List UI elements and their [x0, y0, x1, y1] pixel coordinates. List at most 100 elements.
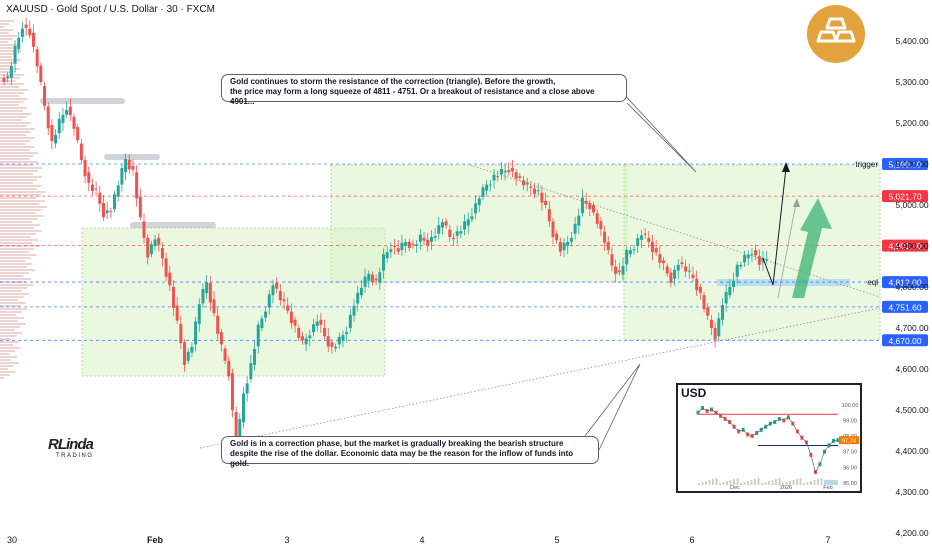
candle-body	[540, 192, 544, 203]
level-annotation: trigger	[855, 160, 878, 169]
candle-body	[28, 28, 32, 36]
y-tick-label: 4,200.00	[895, 528, 928, 538]
candle-body	[415, 244, 419, 246]
candle-body	[665, 266, 669, 274]
candle-body	[407, 241, 411, 249]
candle-body	[116, 185, 120, 197]
candle-body	[555, 233, 559, 241]
candle-body	[330, 342, 334, 347]
usd-volume-bar	[722, 482, 725, 485]
candle-body	[503, 170, 507, 173]
candle-body	[750, 254, 754, 256]
volume-profile-bar	[0, 290, 22, 292]
candle-body	[639, 235, 643, 240]
candle-body	[282, 299, 286, 302]
usd-volume-bar	[817, 479, 819, 485]
candle-body	[367, 273, 371, 281]
candle-body	[385, 252, 389, 259]
candle-body	[455, 231, 459, 236]
callout-top-pointer	[619, 89, 697, 173]
callout-bottom-line2: despite the rise of the dollar. Economic…	[230, 449, 574, 468]
usd-volume-bar	[754, 479, 756, 485]
volume-profile-bar	[0, 320, 19, 322]
candle-body	[488, 184, 492, 186]
usd-x-tick-label: Dec	[730, 485, 740, 491]
volume-profile-bar	[0, 47, 13, 49]
x-tick-label: 30	[7, 535, 17, 545]
candle-body	[194, 321, 198, 345]
candle-body	[98, 192, 102, 204]
candle-body	[289, 311, 293, 324]
volume-profile-bar	[0, 302, 26, 304]
candle-body	[474, 203, 478, 214]
usd-volume-bar	[733, 479, 735, 485]
volume-profile-bar	[0, 125, 27, 127]
candle-body	[275, 282, 279, 289]
volume-profile-bar	[0, 116, 27, 118]
price-level-label: 4,670.00	[888, 336, 921, 346]
candle-body	[171, 287, 175, 308]
y-tick-label: 4,800.00	[895, 282, 928, 292]
candle-body	[558, 241, 562, 252]
volume-profile-bar	[0, 362, 19, 364]
candle-body	[168, 272, 172, 286]
candle-body	[90, 184, 94, 192]
candle-body	[573, 223, 577, 234]
candle-body	[452, 237, 456, 240]
candle-body	[249, 363, 253, 380]
candle-body	[370, 274, 374, 283]
volume-profile-bar	[0, 332, 23, 334]
volume-profile-bar	[0, 356, 17, 358]
candle-body	[720, 305, 724, 320]
volume-profile-bar	[0, 359, 12, 361]
candle-body	[256, 324, 260, 347]
candle-body	[101, 202, 105, 218]
volume-profile-bar	[0, 98, 28, 100]
volume-profile-bar	[0, 86, 20, 88]
volume-profile-bar	[0, 329, 15, 331]
candle-body	[356, 292, 360, 304]
y-tick-label: 5,400.00	[895, 36, 928, 46]
y-tick-label: 4,400.00	[895, 446, 928, 456]
usd-x-tick-label: Feb	[823, 485, 832, 491]
volume-profile-bar	[0, 56, 13, 58]
volume-profile-bar	[0, 149, 30, 151]
candle-body	[345, 332, 349, 335]
candle-body	[732, 280, 736, 287]
volume-profile-bar	[0, 203, 40, 205]
volume-profile-bar	[0, 221, 33, 223]
volume-profile-bar	[0, 59, 21, 61]
candle-body	[378, 272, 382, 283]
candle-body	[260, 318, 264, 328]
candle-body	[113, 194, 117, 210]
candle-body	[754, 250, 758, 256]
brand-name: RLinda	[48, 436, 94, 453]
volume-profile-bar	[0, 41, 9, 43]
volume-profile-bar	[0, 50, 21, 52]
volume-profile-bar	[0, 218, 38, 220]
candle-body	[621, 266, 625, 275]
candle-body	[334, 346, 338, 349]
candle-body	[234, 412, 238, 453]
volume-profile-bar	[0, 233, 37, 235]
volume-profile-bar	[0, 35, 18, 37]
candle-body	[13, 45, 17, 64]
volume-profile-bar	[0, 209, 42, 211]
chart-title: XAUUSD · Gold Spot / U.S. Dollar · 30 · …	[6, 4, 215, 15]
usd-volume-bar	[701, 482, 704, 485]
volume-profile-bar	[0, 95, 20, 97]
candle-body	[323, 328, 327, 337]
candle-body	[142, 221, 146, 238]
volume-profile-bar	[0, 245, 40, 247]
candle-body	[160, 248, 164, 259]
candle-body	[6, 76, 10, 78]
volume-profile-bar	[0, 32, 9, 34]
candle-body	[264, 311, 268, 318]
candle-body	[127, 159, 131, 170]
usd-volume-bar	[771, 480, 774, 485]
candle-body	[216, 315, 220, 334]
candle-body	[131, 166, 135, 170]
candle-body	[65, 109, 69, 115]
candle-body	[757, 256, 761, 265]
